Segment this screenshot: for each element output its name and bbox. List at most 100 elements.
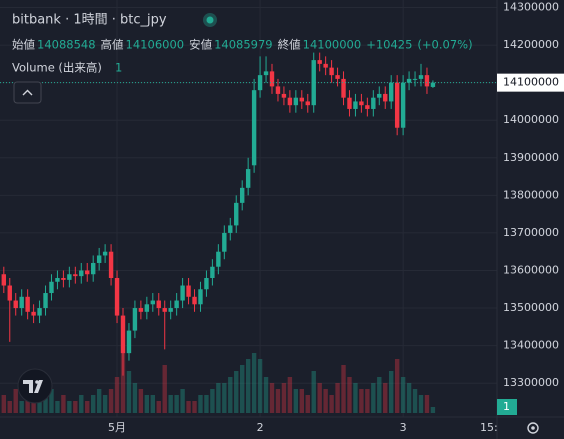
volume-bar	[37, 401, 42, 413]
volume-bar	[317, 383, 322, 413]
settings-button[interactable]	[527, 422, 539, 434]
candle-body	[13, 300, 18, 309]
volume-bar	[424, 395, 430, 413]
volume-bar	[406, 383, 412, 413]
candle-body	[126, 330, 132, 354]
volume-bar	[347, 377, 352, 413]
volume-bar	[49, 389, 54, 413]
candle-body	[234, 202, 239, 226]
volume-bar	[73, 401, 78, 413]
volume-bar	[31, 401, 36, 413]
candle-body	[299, 97, 304, 102]
candle-body	[19, 296, 24, 309]
volume-bar	[96, 389, 102, 413]
volume-bar	[371, 383, 376, 413]
volume-bar	[287, 377, 293, 413]
candle-body	[180, 285, 185, 301]
volume-bar	[156, 401, 161, 413]
y-tick-label: 14000000	[503, 113, 559, 126]
collapse-button[interactable]	[13, 81, 42, 104]
volume-bar	[126, 371, 132, 413]
symbol-title: bitbank · 1時間 · btc_jpy	[12, 13, 167, 28]
logo-circle[interactable]	[17, 368, 53, 404]
candle-body	[418, 75, 424, 79]
settings-icon[interactable]	[527, 422, 539, 434]
ohlc-value: 14085979	[214, 38, 273, 52]
candle-body	[335, 75, 340, 79]
last-price-box	[497, 73, 564, 92]
y-tick-label: 13600000	[503, 263, 559, 276]
candle-body	[400, 82, 406, 128]
status-dot	[206, 16, 214, 24]
candle-body	[204, 278, 209, 290]
volume-bar	[174, 395, 179, 413]
volume-bar	[389, 371, 394, 413]
volume-bar	[204, 395, 209, 413]
volume-bar	[162, 365, 167, 413]
candle-body	[7, 285, 12, 301]
candle-body	[329, 67, 334, 76]
candle-body	[108, 251, 114, 278]
volume-bar	[359, 389, 364, 413]
volume-bar	[394, 359, 400, 413]
y-tick-label: 13300000	[503, 376, 559, 389]
candle-layer	[1, 52, 436, 376]
candle-body	[412, 78, 418, 80]
volume-bar	[305, 395, 310, 413]
candle-body	[156, 300, 161, 309]
candle-body	[406, 78, 412, 83]
candle-body	[240, 187, 245, 203]
candle-body	[341, 78, 346, 98]
collapse-button-box[interactable]	[13, 81, 42, 104]
candle-body	[424, 75, 430, 87]
candle-body	[287, 97, 293, 106]
candle-body	[1, 274, 6, 286]
volume-bar	[234, 371, 239, 413]
tradingview-logo[interactable]	[17, 368, 53, 404]
candle-body	[210, 266, 215, 278]
candle-body	[383, 93, 388, 102]
volume-bar	[19, 401, 24, 413]
volume-bar	[222, 383, 227, 413]
candle-body	[174, 300, 179, 309]
candle-body	[43, 293, 48, 309]
volume-bar	[210, 389, 215, 413]
candle-body	[305, 101, 310, 106]
candle-body	[114, 278, 120, 316]
candle-body	[293, 97, 299, 106]
candle-body	[222, 232, 227, 252]
candle-body	[67, 274, 72, 280]
y-tick-label: 14300000	[503, 1, 559, 14]
candle-body	[311, 60, 316, 106]
volume-bar	[251, 353, 257, 413]
volume-bar	[329, 395, 334, 413]
volume-bar	[138, 389, 144, 413]
candle-body	[198, 289, 203, 305]
volume-bar	[281, 383, 287, 413]
volume-bar	[67, 401, 72, 413]
settings-icon-center	[531, 426, 535, 430]
candle-body	[394, 82, 400, 128]
candle-body	[377, 93, 382, 98]
candle-body	[162, 308, 167, 312]
volume-bar	[13, 389, 18, 413]
volume-bar	[102, 395, 108, 413]
collapse-icon	[22, 89, 33, 96]
volume-bar	[400, 377, 406, 413]
volume-bar	[55, 401, 60, 413]
volume-bar	[383, 383, 388, 413]
candle-body	[102, 251, 108, 256]
candle-body	[317, 60, 322, 64]
candle-body	[269, 71, 275, 87]
volume-bar	[91, 395, 96, 413]
last-volume-label: 1	[503, 400, 510, 413]
candle-body	[138, 308, 144, 312]
volume-bar	[240, 365, 245, 413]
candle-body	[365, 105, 370, 109]
candle-body	[49, 281, 54, 294]
candle-body	[150, 300, 155, 305]
x-tick-label-partial: 15:	[480, 421, 498, 434]
candle-body	[37, 308, 42, 316]
volume-bar	[263, 377, 269, 413]
volume-bar	[269, 383, 275, 413]
